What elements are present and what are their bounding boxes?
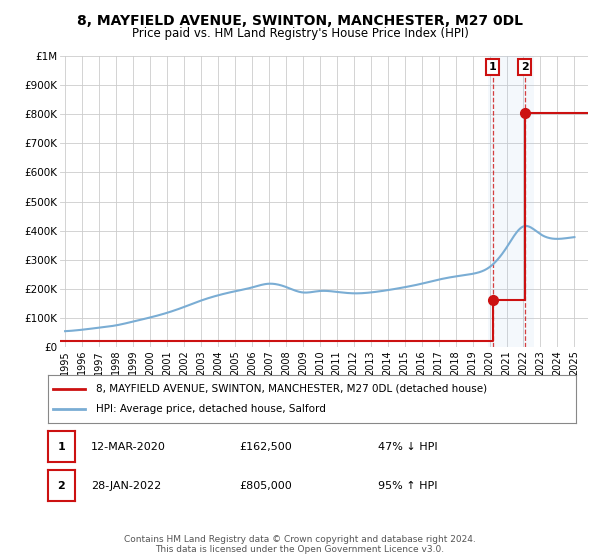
Bar xyxy=(488,56,533,347)
Text: £162,500: £162,500 xyxy=(239,442,292,451)
Text: 1: 1 xyxy=(489,62,497,72)
Text: 8, MAYFIELD AVENUE, SWINTON, MANCHESTER, M27 0DL: 8, MAYFIELD AVENUE, SWINTON, MANCHESTER,… xyxy=(77,14,523,28)
Text: 8, MAYFIELD AVENUE, SWINTON, MANCHESTER, M27 0DL (detached house): 8, MAYFIELD AVENUE, SWINTON, MANCHESTER,… xyxy=(95,384,487,394)
Text: Contains HM Land Registry data © Crown copyright and database right 2024.
This d: Contains HM Land Registry data © Crown c… xyxy=(124,535,476,554)
Text: 12-MAR-2020: 12-MAR-2020 xyxy=(91,442,166,451)
Text: Price paid vs. HM Land Registry's House Price Index (HPI): Price paid vs. HM Land Registry's House … xyxy=(131,27,469,40)
Text: £805,000: £805,000 xyxy=(239,481,292,491)
Text: 1: 1 xyxy=(58,442,65,451)
Text: 47% ↓ HPI: 47% ↓ HPI xyxy=(378,442,437,451)
Text: 95% ↑ HPI: 95% ↑ HPI xyxy=(378,481,437,491)
Text: 28-JAN-2022: 28-JAN-2022 xyxy=(91,481,161,491)
Text: 2: 2 xyxy=(58,481,65,491)
Text: 2: 2 xyxy=(521,62,529,72)
Text: HPI: Average price, detached house, Salford: HPI: Average price, detached house, Salf… xyxy=(95,404,325,414)
